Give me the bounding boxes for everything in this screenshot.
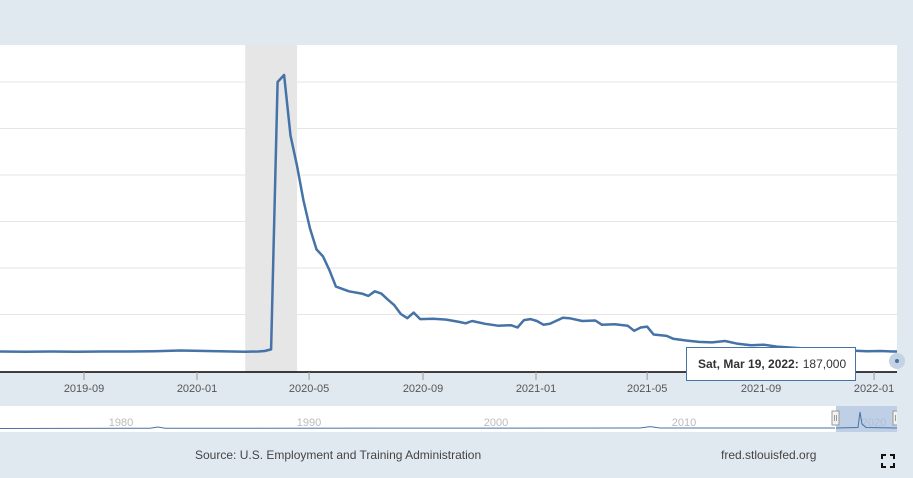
x-tick-label: 2021-01 — [516, 383, 556, 395]
tooltip: Sat, Mar 19, 2022: 187,000 — [686, 347, 856, 381]
navigator-year-label: 1990 — [297, 417, 321, 429]
series-line[interactable] — [0, 73, 897, 353]
x-axis: 2019-09 2020-01 2020-05 2020-09 2021-01 2021-… — [0, 353, 905, 395]
fullscreen-icon[interactable] — [881, 454, 895, 468]
x-tick-label: 2020-01 — [177, 383, 217, 395]
navigator-series — [0, 426, 835, 429]
navigator-left-handle[interactable] — [831, 410, 840, 426]
navigator-chart[interactable]: 19801990200020102020 — [0, 406, 901, 432]
tooltip-value: 187,000 — [802, 357, 847, 371]
line-chart[interactable] — [0, 45, 897, 372]
tooltip-date: Sat, Mar 19, 2022: — [698, 357, 799, 371]
navigator-year-label: 2010 — [672, 417, 696, 429]
x-tick-label: 2021-09 — [741, 383, 781, 395]
site-link[interactable]: fred.stlouisfed.org — [721, 448, 817, 462]
x-tick-label: 2022-01 — [854, 383, 894, 395]
source-note: Source: U.S. Employment and Training Adm… — [195, 448, 482, 462]
plot-area[interactable] — [0, 45, 897, 372]
x-tick-label: 2020-05 — [289, 383, 329, 395]
x-tick-label: 2019-09 — [64, 383, 104, 395]
x-tick-label: 2020-09 — [403, 383, 443, 395]
navigator-year-label: 2000 — [484, 417, 508, 429]
navigator-series-selected — [835, 411, 898, 429]
navigator[interactable]: 19801990200020102020 — [0, 406, 901, 432]
x-tick-label: 2021-05 — [627, 383, 667, 395]
last-point-dot — [895, 359, 899, 363]
navigator-year-label: 1980 — [109, 417, 133, 429]
